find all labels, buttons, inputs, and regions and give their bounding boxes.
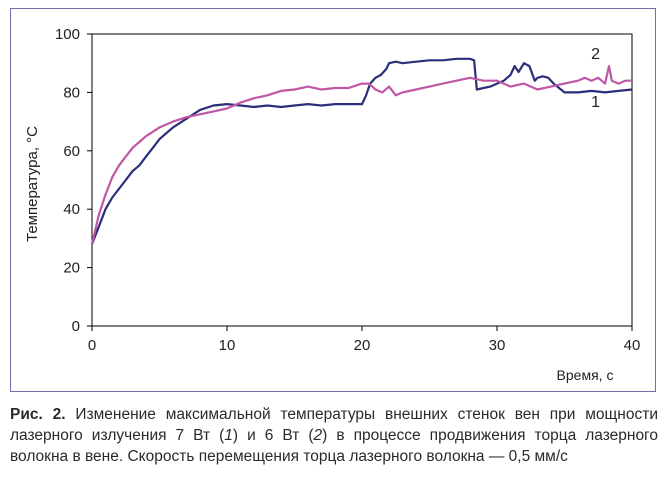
series-lines — [90, 57, 633, 245]
y-axis-label: Температура, °С — [24, 126, 41, 242]
y-tick-label: 60 — [63, 143, 80, 160]
figure-caption: Рис. 2. Изменение максимальной температу… — [10, 404, 658, 467]
caption-text-2: ) и 6 Вт ( — [232, 427, 314, 444]
y-tick-label: 0 — [72, 318, 80, 335]
y-tick-label: 20 — [63, 260, 80, 277]
caption-label: Рис. 2. — [10, 406, 66, 423]
series-label-1: 1 — [591, 94, 600, 111]
axes — [87, 33, 633, 331]
x-tick-label: 20 — [354, 337, 371, 354]
caption-text: Изменение максимальной температуры внешн… — [10, 406, 658, 444]
series-label-2: 2 — [591, 46, 600, 63]
series-2-line — [90, 65, 632, 245]
y-tick-label: 80 — [63, 84, 80, 101]
annotations: 21 — [591, 46, 600, 111]
x-tick-label: 10 — [219, 337, 236, 354]
caption-text-3: ) в процессе продвижения торца лазерного… — [10, 427, 658, 465]
caption-ref-1: 1 — [224, 427, 233, 444]
x-tick-label: 40 — [624, 337, 641, 354]
tick-labels: 0 20 40 60 80 100 0 10 20 30 40 — [55, 26, 640, 354]
plot-area-border — [91, 33, 633, 327]
x-tick-label: 0 — [88, 337, 96, 354]
y-tick-label: 40 — [63, 201, 80, 218]
y-tick-label: 100 — [55, 26, 80, 43]
x-axis-label: Время, с — [557, 367, 614, 383]
series-1-line — [90, 57, 633, 245]
x-tick-label: 30 — [489, 337, 506, 354]
caption-ref-2: 2 — [313, 427, 323, 444]
